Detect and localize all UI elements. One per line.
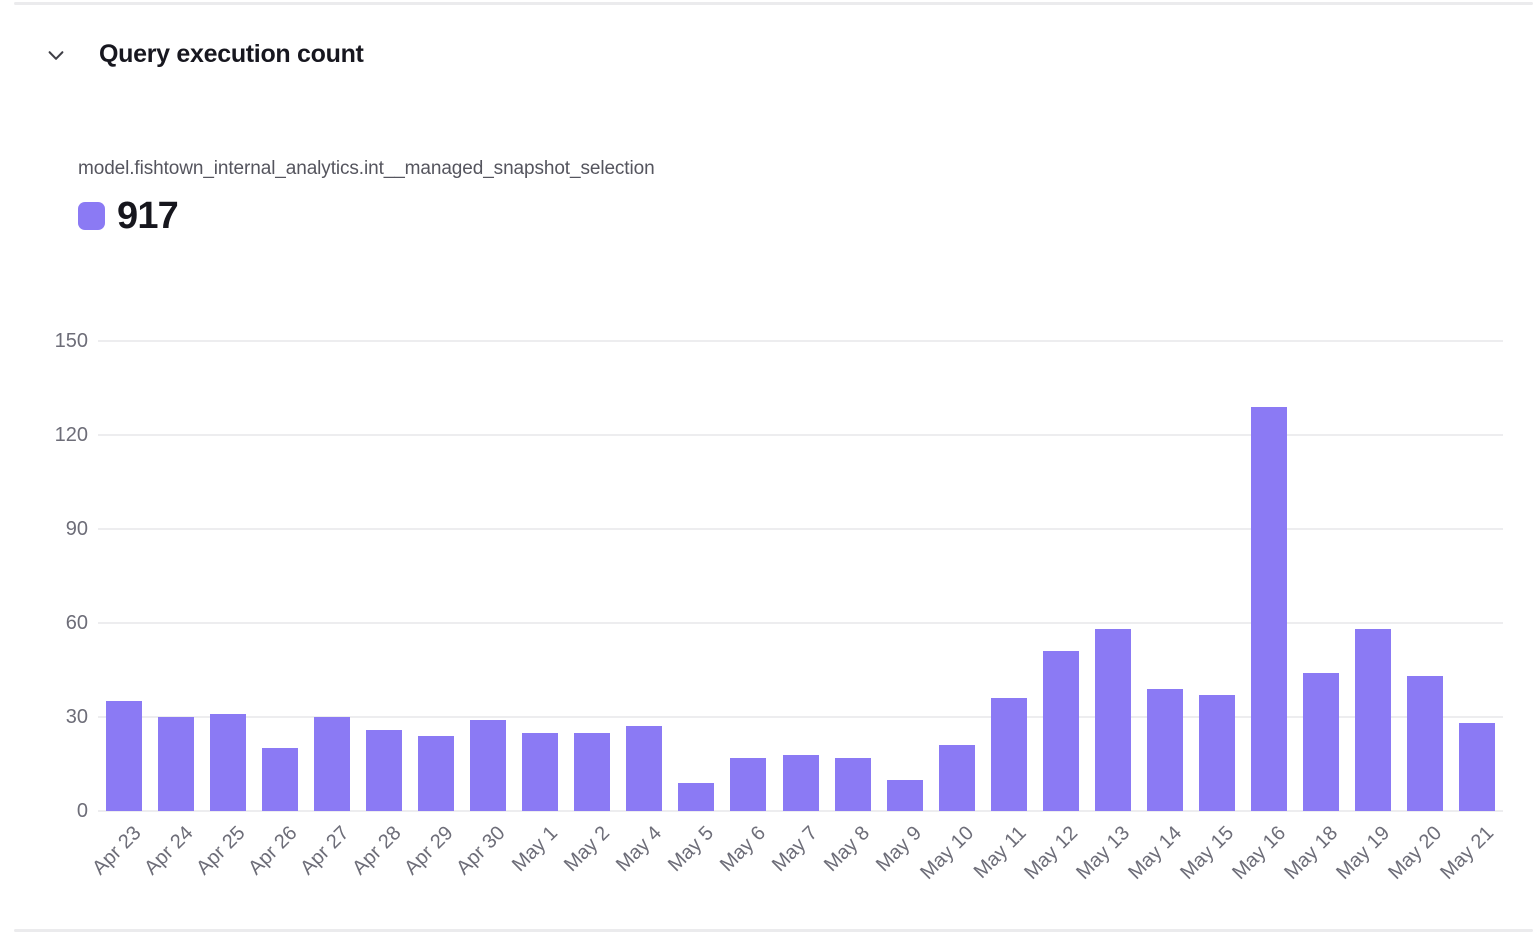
bar-apr-26[interactable] [262,748,299,811]
bar-may-15[interactable] [1198,695,1235,811]
y-tick-label-0: 0 [76,800,88,822]
bar-may-4[interactable] [626,726,663,811]
bar-apr-28[interactable] [366,729,403,811]
bar-may-8[interactable] [834,757,871,811]
bar-apr-30[interactable] [470,720,507,811]
bar-may-20[interactable] [1406,676,1443,811]
x-tick-label-apr-27: Apr 27 [296,822,354,880]
x-tick-label-may-18: May 18 [1280,822,1343,884]
bar-may-1[interactable] [522,732,559,811]
bar-apr-23[interactable] [106,701,143,811]
bar-may-13[interactable] [1094,629,1131,811]
legend-total-value: 917 [117,195,179,237]
x-tick-label-apr-25: Apr 25 [192,822,250,880]
series-label: model.fishtown_internal_analytics.int__m… [78,158,655,179]
bar-may-10[interactable] [938,745,975,811]
x-tick-label-may-21: May 21 [1436,822,1499,884]
bar-apr-29[interactable] [418,735,455,811]
y-tick-label-120: 120 [54,424,88,446]
gridline-y-150 [98,340,1503,342]
panel-bottom-divider [14,929,1533,932]
bar-apr-27[interactable] [314,717,351,811]
x-tick-label-apr-30: Apr 30 [452,822,510,880]
x-tick-label-may-14: May 14 [1124,822,1187,884]
panel-title: Query execution count [99,40,364,68]
bar-may-11[interactable] [990,698,1027,811]
legend-color-swatch [78,202,105,230]
bar-may-19[interactable] [1354,629,1391,811]
bar-may-12[interactable] [1042,651,1079,811]
x-tick-label-may-19: May 19 [1332,822,1395,884]
bar-may-21[interactable] [1458,723,1495,811]
x-tick-label-may-12: May 12 [1020,822,1083,884]
x-tick-label-may-15: May 15 [1176,822,1239,884]
bar-apr-24[interactable] [158,717,195,811]
bar-may-6[interactable] [730,757,767,811]
x-tick-label-apr-26: Apr 26 [244,822,302,880]
x-tick-label-may-20: May 20 [1384,822,1447,884]
x-tick-label-may-1: May 1 [507,822,562,877]
bar-may-5[interactable] [678,782,715,811]
x-tick-label-may-5: May 5 [663,822,718,877]
y-tick-label-150: 150 [54,330,88,352]
x-tick-label-may-10: May 10 [916,822,979,884]
x-tick-label-may-16: May 16 [1228,822,1291,884]
bar-may-2[interactable] [574,732,611,811]
y-tick-label-90: 90 [65,518,88,540]
panel-header: Query execution count [45,40,364,69]
gridline-y-120 [98,434,1503,436]
x-tick-label-apr-29: Apr 29 [400,822,458,880]
chart-plot-area [98,340,1503,812]
y-axis-labels: 0 30 60 90 120 150 [0,0,88,936]
x-tick-label-may-7: May 7 [767,822,823,877]
gridline-y-0 [98,810,1503,812]
x-tick-label-may-4: May 4 [611,822,666,877]
x-tick-label-apr-28: Apr 28 [348,822,406,880]
panel-top-divider [14,2,1533,5]
x-tick-label-may-8: May 8 [820,822,875,877]
gridline-y-90 [98,528,1503,530]
bar-may-14[interactable] [1146,688,1183,811]
x-tick-label-may-2: May 2 [559,822,614,877]
bar-may-18[interactable] [1302,673,1339,811]
bar-apr-25[interactable] [210,713,247,811]
x-tick-label-apr-23: Apr 23 [88,822,146,880]
y-tick-label-30: 30 [65,706,88,728]
bar-may-9[interactable] [886,779,923,811]
chart-legend: 917 [78,195,179,237]
x-tick-label-may-13: May 13 [1072,822,1135,884]
x-tick-label-apr-24: Apr 24 [140,822,198,880]
collapse-chevron-down-icon[interactable] [45,44,67,66]
y-tick-label-60: 60 [65,612,88,634]
gridline-y-30 [98,716,1503,718]
bar-may-7[interactable] [782,754,819,811]
gridline-y-60 [98,622,1503,624]
x-tick-label-may-11: May 11 [969,822,1031,883]
bar-may-16[interactable] [1250,406,1287,811]
x-tick-label-may-6: May 6 [715,822,771,877]
x-tick-label-may-9: May 9 [872,822,927,877]
